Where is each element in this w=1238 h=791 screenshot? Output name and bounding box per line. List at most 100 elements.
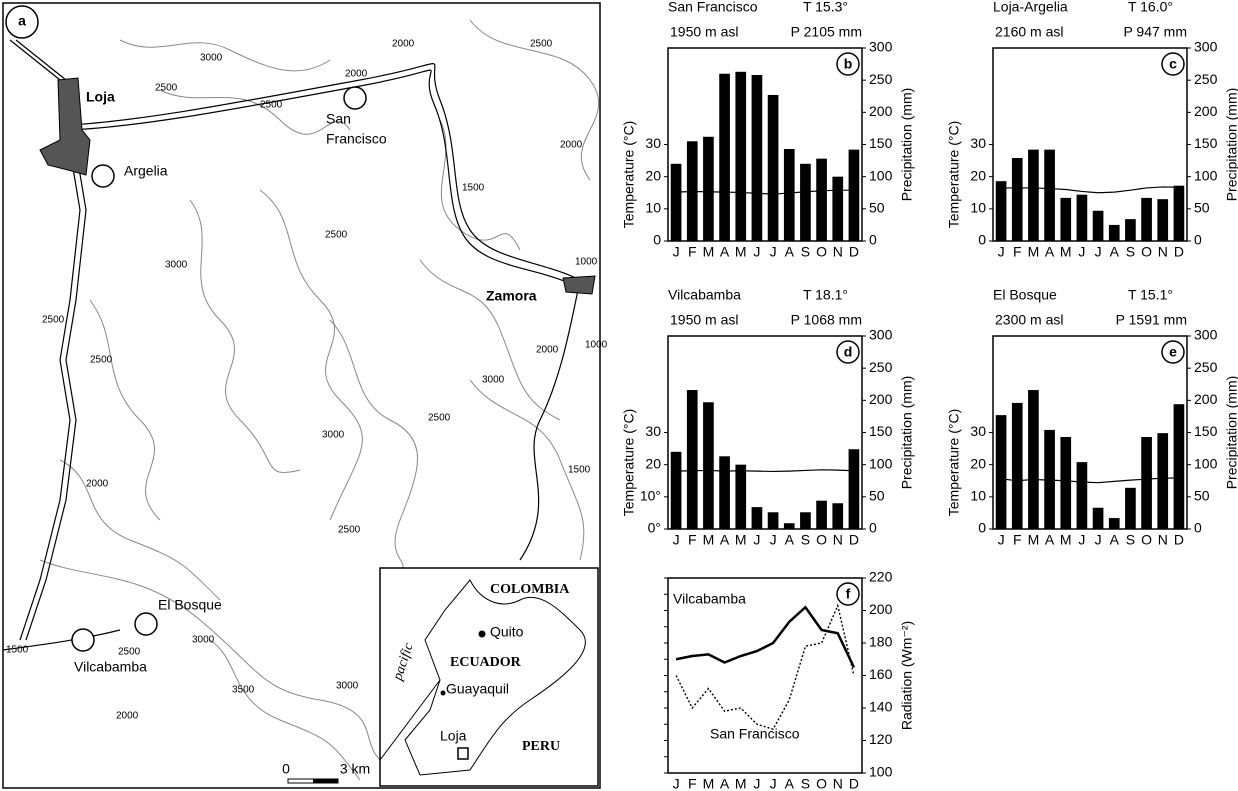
contour-label: 3500 [232,685,255,696]
contour-label: 3000 [482,375,505,386]
country-outline [404,579,586,776]
bar [1141,437,1152,529]
x-tick-label: J [1095,244,1102,260]
bar [816,500,827,529]
panel-badge [1161,52,1185,76]
x-tick-label: J [673,244,680,260]
inset-label: Loja [440,728,467,744]
contours [39,19,600,781]
y2-tick-label: 220 [869,569,893,585]
bar [1011,158,1023,241]
river [69,63,581,281]
contour [89,299,161,521]
line [675,605,856,668]
bar [1173,404,1185,529]
y-tick-label: 30 [970,135,986,151]
bar [751,75,763,242]
y2-tick-label: 250 [1194,359,1218,375]
contour [469,379,585,561]
x-tick-label: N [1158,244,1168,260]
x-tick-label: O [1141,532,1152,548]
y-tick-label: 10 [645,200,661,216]
bar [1157,199,1169,241]
annotation: 2160 m asl [995,24,1063,40]
bar [686,390,698,529]
study-area [457,747,469,760]
contour [259,189,363,521]
city-dot [440,690,446,696]
x-tick-label: M [703,776,715,791]
x-tick-label: A [1110,244,1120,260]
x-tick-label: M [703,244,715,260]
y-tick-label: 20 [970,167,986,183]
contour-label: 2000 [345,69,368,80]
place-label: Francisco [326,131,387,147]
bar [832,176,844,241]
place-label: Zamora [486,288,537,304]
y2-tick-label: 100 [1194,455,1218,471]
x-tick-label: A [785,532,795,548]
x-tick-label: F [688,532,697,548]
bar [1044,149,1055,241]
y-tick-label: 10° [640,488,661,504]
bar [1108,224,1120,241]
x-tick-label: F [688,776,697,791]
place-label: Argelia [124,163,168,179]
bar [670,163,682,241]
x-tick-label: J [1078,244,1085,260]
y-tick-label: 30 [645,135,661,151]
scale-bar: 0 3 km [282,761,370,784]
y2-tick-label: 100 [1194,167,1218,183]
x-tick-label: D [849,244,859,260]
bar [1125,487,1136,529]
x-tick-label: S [1126,532,1135,548]
bar [751,507,763,529]
contour-label: 1000 [575,257,598,268]
contour-label: 1500 [568,465,591,476]
y2-tick-label: 50 [869,200,885,216]
contour [39,559,381,761]
inset-label: ECUADOR [450,655,522,670]
contour-labels: 3000 2500 2000 2500 2000 2500 2000 3000 … [6,39,608,722]
annotation: T 15.1° [1128,287,1173,303]
y-tick-label: 0 [978,520,986,536]
x-tick-label: J [770,532,777,548]
line [676,469,854,473]
x-tick-label: A [720,532,730,548]
x-tick-label: S [801,532,810,548]
y2-axis-label: Precipitation (mm) [899,376,915,490]
bar [1076,462,1088,529]
x-tick-label: D [1174,532,1184,548]
panel-badge [5,5,39,39]
x-tick-label: M [1060,244,1072,260]
x-tick-label: O [816,244,827,260]
y2-tick-label: 300 [869,327,893,343]
bar [1141,197,1152,241]
x-tick-label: S [801,244,810,260]
panel-badge [836,340,860,364]
y-axis-label: Temperature (°C) [621,121,637,229]
chart: San Francisco T 15.3° 1950 m asl P 2105 mm b… [621,0,915,260]
series-label: San Francisco [710,726,800,742]
x-tick-label: J [770,776,777,791]
border [379,679,441,761]
bar [848,449,860,529]
contour-label: 2000 [116,711,139,722]
y2-tick-label: 150 [1194,135,1218,151]
y2-tick-label: 50 [1194,488,1210,504]
chart: Loja-Argelia T 16.0° 2160 m asl P 947 mm c 0 1… [946,0,1238,260]
y-tick-label: 10 [970,200,986,216]
contour-label: 2500 [118,647,141,658]
x-tick-label: M [703,532,715,548]
y2-axis-label: Precipitation (mm) [1224,88,1238,202]
y2-tick-label: 250 [869,359,893,375]
station [91,164,115,188]
river [519,279,581,561]
contour [419,259,561,421]
panel-badge [836,582,860,606]
contour-label: 2500 [155,83,178,94]
bar [800,163,811,241]
plot-frame [667,577,863,774]
x-tick-label: N [833,532,843,548]
